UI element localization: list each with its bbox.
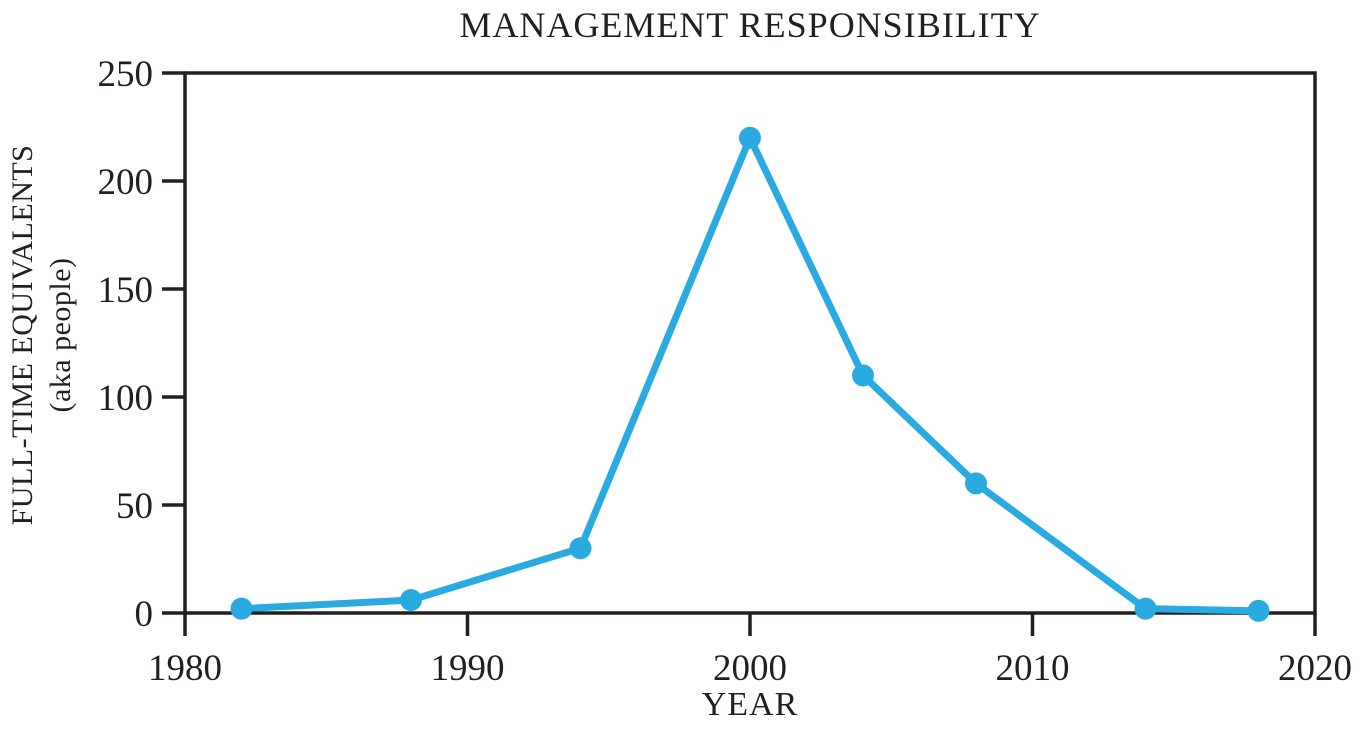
x-tick-label: 2000 <box>713 648 787 689</box>
x-axis-title: YEAR <box>701 686 799 723</box>
data-point <box>739 126 761 149</box>
data-point <box>1247 599 1270 622</box>
data-point <box>852 364 874 387</box>
y-tick-label: 100 <box>98 378 154 419</box>
data-series-group <box>230 126 1270 622</box>
y-axis-title-line2: (aka people) <box>44 257 77 412</box>
data-point <box>230 597 253 620</box>
y-axis-title-line1: FULL-TIME EQUIVALENTS <box>6 145 39 526</box>
data-point <box>569 537 592 560</box>
y-tick-label: 50 <box>116 486 153 527</box>
data-point <box>1134 597 1157 620</box>
x-tick-label: 2010 <box>996 648 1070 689</box>
plot-frame <box>183 71 1317 615</box>
data-point <box>400 589 422 612</box>
y-tick-label: 150 <box>98 270 154 311</box>
data-line <box>238 134 1262 615</box>
y-tick-label: 200 <box>98 162 154 203</box>
x-tick-label: 1990 <box>431 648 505 689</box>
y-tick-label: 250 <box>98 54 154 95</box>
axis-ticks-group: 1980 1990 2000 2010 2020 0 50 100 150 200 250 <box>98 54 1353 689</box>
data-point <box>965 472 987 495</box>
y-tick-label: 0 <box>135 594 154 635</box>
x-tick-label: 2020 <box>1278 648 1352 689</box>
x-tick-label: 1980 <box>148 648 222 689</box>
chart-title: MANAGEMENT RESPONSIBILITY <box>459 5 1041 45</box>
plot-frame-group <box>183 71 1317 615</box>
